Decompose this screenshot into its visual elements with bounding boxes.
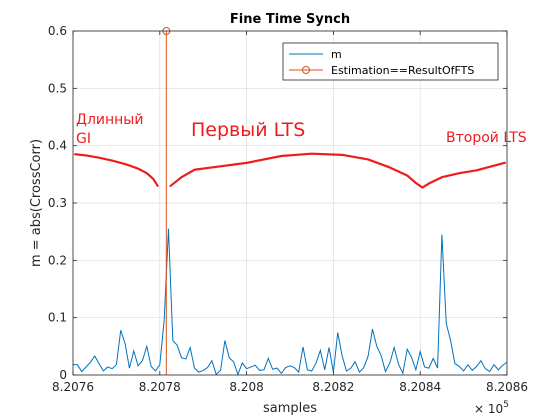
- x-tick-label: 8.208: [229, 380, 263, 394]
- annotation-long-gi: Длинный GI: [76, 112, 148, 147]
- y-tick-label: 0.1: [48, 311, 67, 325]
- x-exponent-power: 5: [503, 400, 509, 410]
- legend-label-estimation: Estimation==ResultOfFTS: [331, 64, 474, 77]
- overlay-curves: [74, 152, 506, 189]
- legend-box: [282, 42, 499, 81]
- grid-lines: [72, 30, 508, 376]
- y-tick-label: 0.2: [48, 253, 67, 267]
- annotation-first-lts: Первый LTS: [191, 119, 305, 141]
- x-tick-label: 8.2078: [139, 380, 181, 394]
- x-axis-label: samples: [263, 401, 317, 416]
- annotation-long-gi-line1: Длинный: [76, 112, 143, 128]
- annotation-second-lts: Второй LTS: [446, 130, 527, 146]
- x-tick-label: 8.2082: [312, 380, 354, 394]
- x-exponent: × 105: [474, 400, 509, 416]
- y-tick-label: 0.6: [48, 24, 67, 38]
- y-tick-label: 0.5: [48, 81, 67, 95]
- x-tick-label: 8.2076: [52, 380, 94, 394]
- legend-label-m: m: [331, 48, 342, 61]
- axis-ticks: 8.2076 8.2078 8.208 8.2082 8.2084 8.2086 0 0.1 0…: [48, 24, 528, 394]
- annotation-long-gi-line2: GI: [76, 131, 91, 147]
- legend-marker-estimation: [302, 66, 310, 74]
- y-tick-label: 0: [59, 368, 67, 382]
- legend: m Estimation==ResultOfFTS: [282, 42, 499, 81]
- y-tick-label: 0.3: [48, 196, 67, 210]
- chart-title: Fine Time Synch: [230, 12, 350, 27]
- overlay-curve-segment: [169, 152, 506, 189]
- x-tick-label: 8.2086: [486, 380, 528, 394]
- x-tick-label: 8.2084: [399, 380, 441, 394]
- overlay-curve-segment: [74, 153, 159, 187]
- y-tick-label: 0.4: [48, 139, 67, 153]
- series-m-line: [73, 228, 508, 376]
- y-axis-label: m = abs(CrossCorr): [29, 139, 44, 267]
- x-exponent-base: × 10: [474, 402, 503, 416]
